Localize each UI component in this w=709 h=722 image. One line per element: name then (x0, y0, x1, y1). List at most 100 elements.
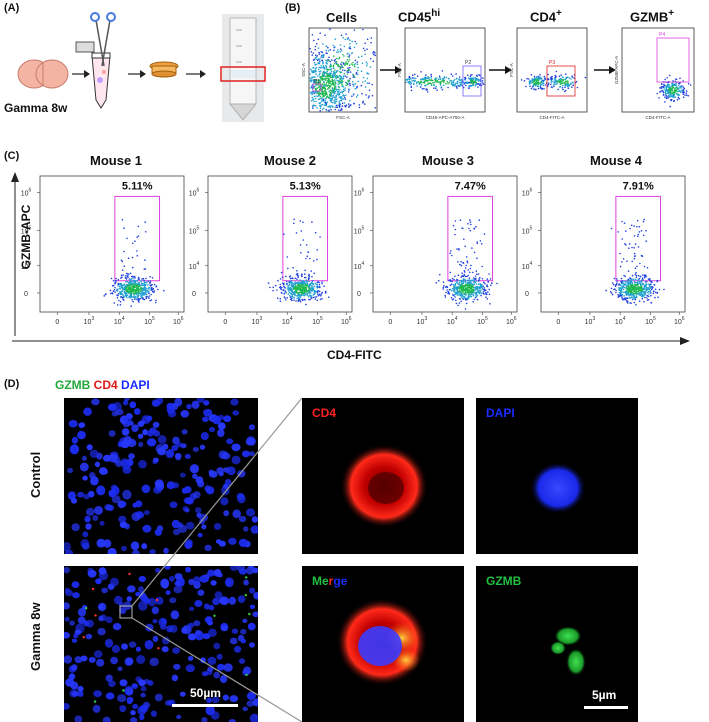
event-dot (293, 222, 295, 225)
event-dot (340, 49, 343, 52)
event-dot (469, 77, 472, 80)
event-dot (669, 87, 672, 89)
event-dot (682, 88, 684, 91)
event-dot (312, 52, 315, 54)
event-dot (319, 80, 322, 83)
event-dot (676, 99, 679, 101)
event-dot (119, 284, 121, 286)
event-dot (321, 51, 324, 54)
event-dot (361, 62, 364, 65)
arrow-icon (594, 66, 616, 74)
event-dot (364, 49, 366, 52)
event-dot (415, 82, 418, 85)
gate-label: P3 (549, 60, 555, 66)
event-dot (535, 89, 537, 91)
event-dot (339, 48, 342, 50)
event-dot (320, 78, 322, 80)
event-dot (357, 73, 359, 76)
event-dot (340, 64, 343, 67)
event-dot (311, 71, 314, 74)
event-dot (349, 46, 351, 48)
event-dot (333, 89, 335, 91)
event-dot (346, 69, 349, 72)
event-dot (347, 52, 349, 55)
event-dot (669, 92, 672, 94)
event-dot (357, 69, 359, 72)
y-tick-label: 104 (189, 261, 200, 271)
event-dot (424, 84, 426, 87)
event-dot (408, 82, 410, 85)
event-dot (525, 85, 527, 88)
event-dot (144, 289, 147, 292)
event-dot (133, 279, 136, 282)
event-dot (465, 84, 467, 87)
event-dot (316, 95, 319, 98)
event-dot (335, 89, 338, 91)
event-dot (148, 297, 150, 299)
event-dot (291, 283, 293, 286)
event-dot (119, 288, 121, 290)
event-dot (358, 106, 361, 109)
event-dot (318, 94, 320, 97)
event-dot (336, 106, 338, 108)
event-dot (345, 82, 348, 84)
event-dot (347, 103, 350, 105)
event-dot (452, 75, 454, 77)
y-tick-label: 105 (21, 225, 32, 235)
x-tick-label: 104 (114, 316, 125, 326)
event-dot (336, 92, 339, 94)
event-dot (409, 77, 412, 80)
event-dot (128, 273, 130, 275)
event-dot (354, 65, 356, 68)
event-dot (300, 230, 303, 232)
event-dot (419, 86, 422, 88)
event-dot (318, 73, 321, 76)
event-dot (421, 88, 424, 90)
event-dot (474, 76, 477, 79)
event-dot (561, 79, 564, 81)
event-dot (121, 260, 124, 263)
event-dot (116, 304, 119, 306)
event-dot (338, 58, 340, 60)
event-dot (346, 83, 349, 86)
event-dot (368, 95, 370, 97)
event-dot (536, 85, 539, 87)
event-dot (322, 94, 325, 96)
event-dot (299, 244, 302, 246)
event-dot (289, 296, 292, 298)
event-dot (129, 279, 132, 282)
event-dot (357, 56, 360, 58)
event-dot (334, 101, 337, 103)
event-dot (305, 279, 308, 281)
event-dot (371, 83, 373, 86)
event-dot (121, 287, 124, 290)
event-dot (124, 275, 127, 277)
event-dot (355, 96, 358, 98)
y-axis-title: FSC-A (397, 63, 402, 77)
event-dot (329, 92, 332, 94)
event-dot (151, 290, 154, 293)
event-dot (319, 93, 322, 95)
event-dot (675, 78, 678, 80)
event-dot (671, 95, 674, 98)
event-dot (117, 282, 120, 285)
event-dot (313, 92, 315, 94)
event-dot (294, 281, 296, 283)
event-dot (313, 285, 316, 288)
event-dot (129, 285, 131, 287)
event-dot (530, 80, 532, 83)
event-dot (337, 63, 340, 66)
event-dot (331, 101, 334, 104)
event-dot (308, 287, 311, 289)
event-dot (128, 292, 130, 295)
event-dot (321, 100, 323, 102)
event-dot (331, 105, 334, 107)
y-tick-label: 0 (24, 291, 28, 298)
event-dot (109, 289, 112, 292)
event-dot (326, 60, 328, 62)
event-dot (349, 84, 351, 86)
event-dot (572, 84, 574, 86)
event-dot (540, 78, 542, 80)
event-dot (353, 29, 356, 31)
event-dot (316, 43, 318, 45)
